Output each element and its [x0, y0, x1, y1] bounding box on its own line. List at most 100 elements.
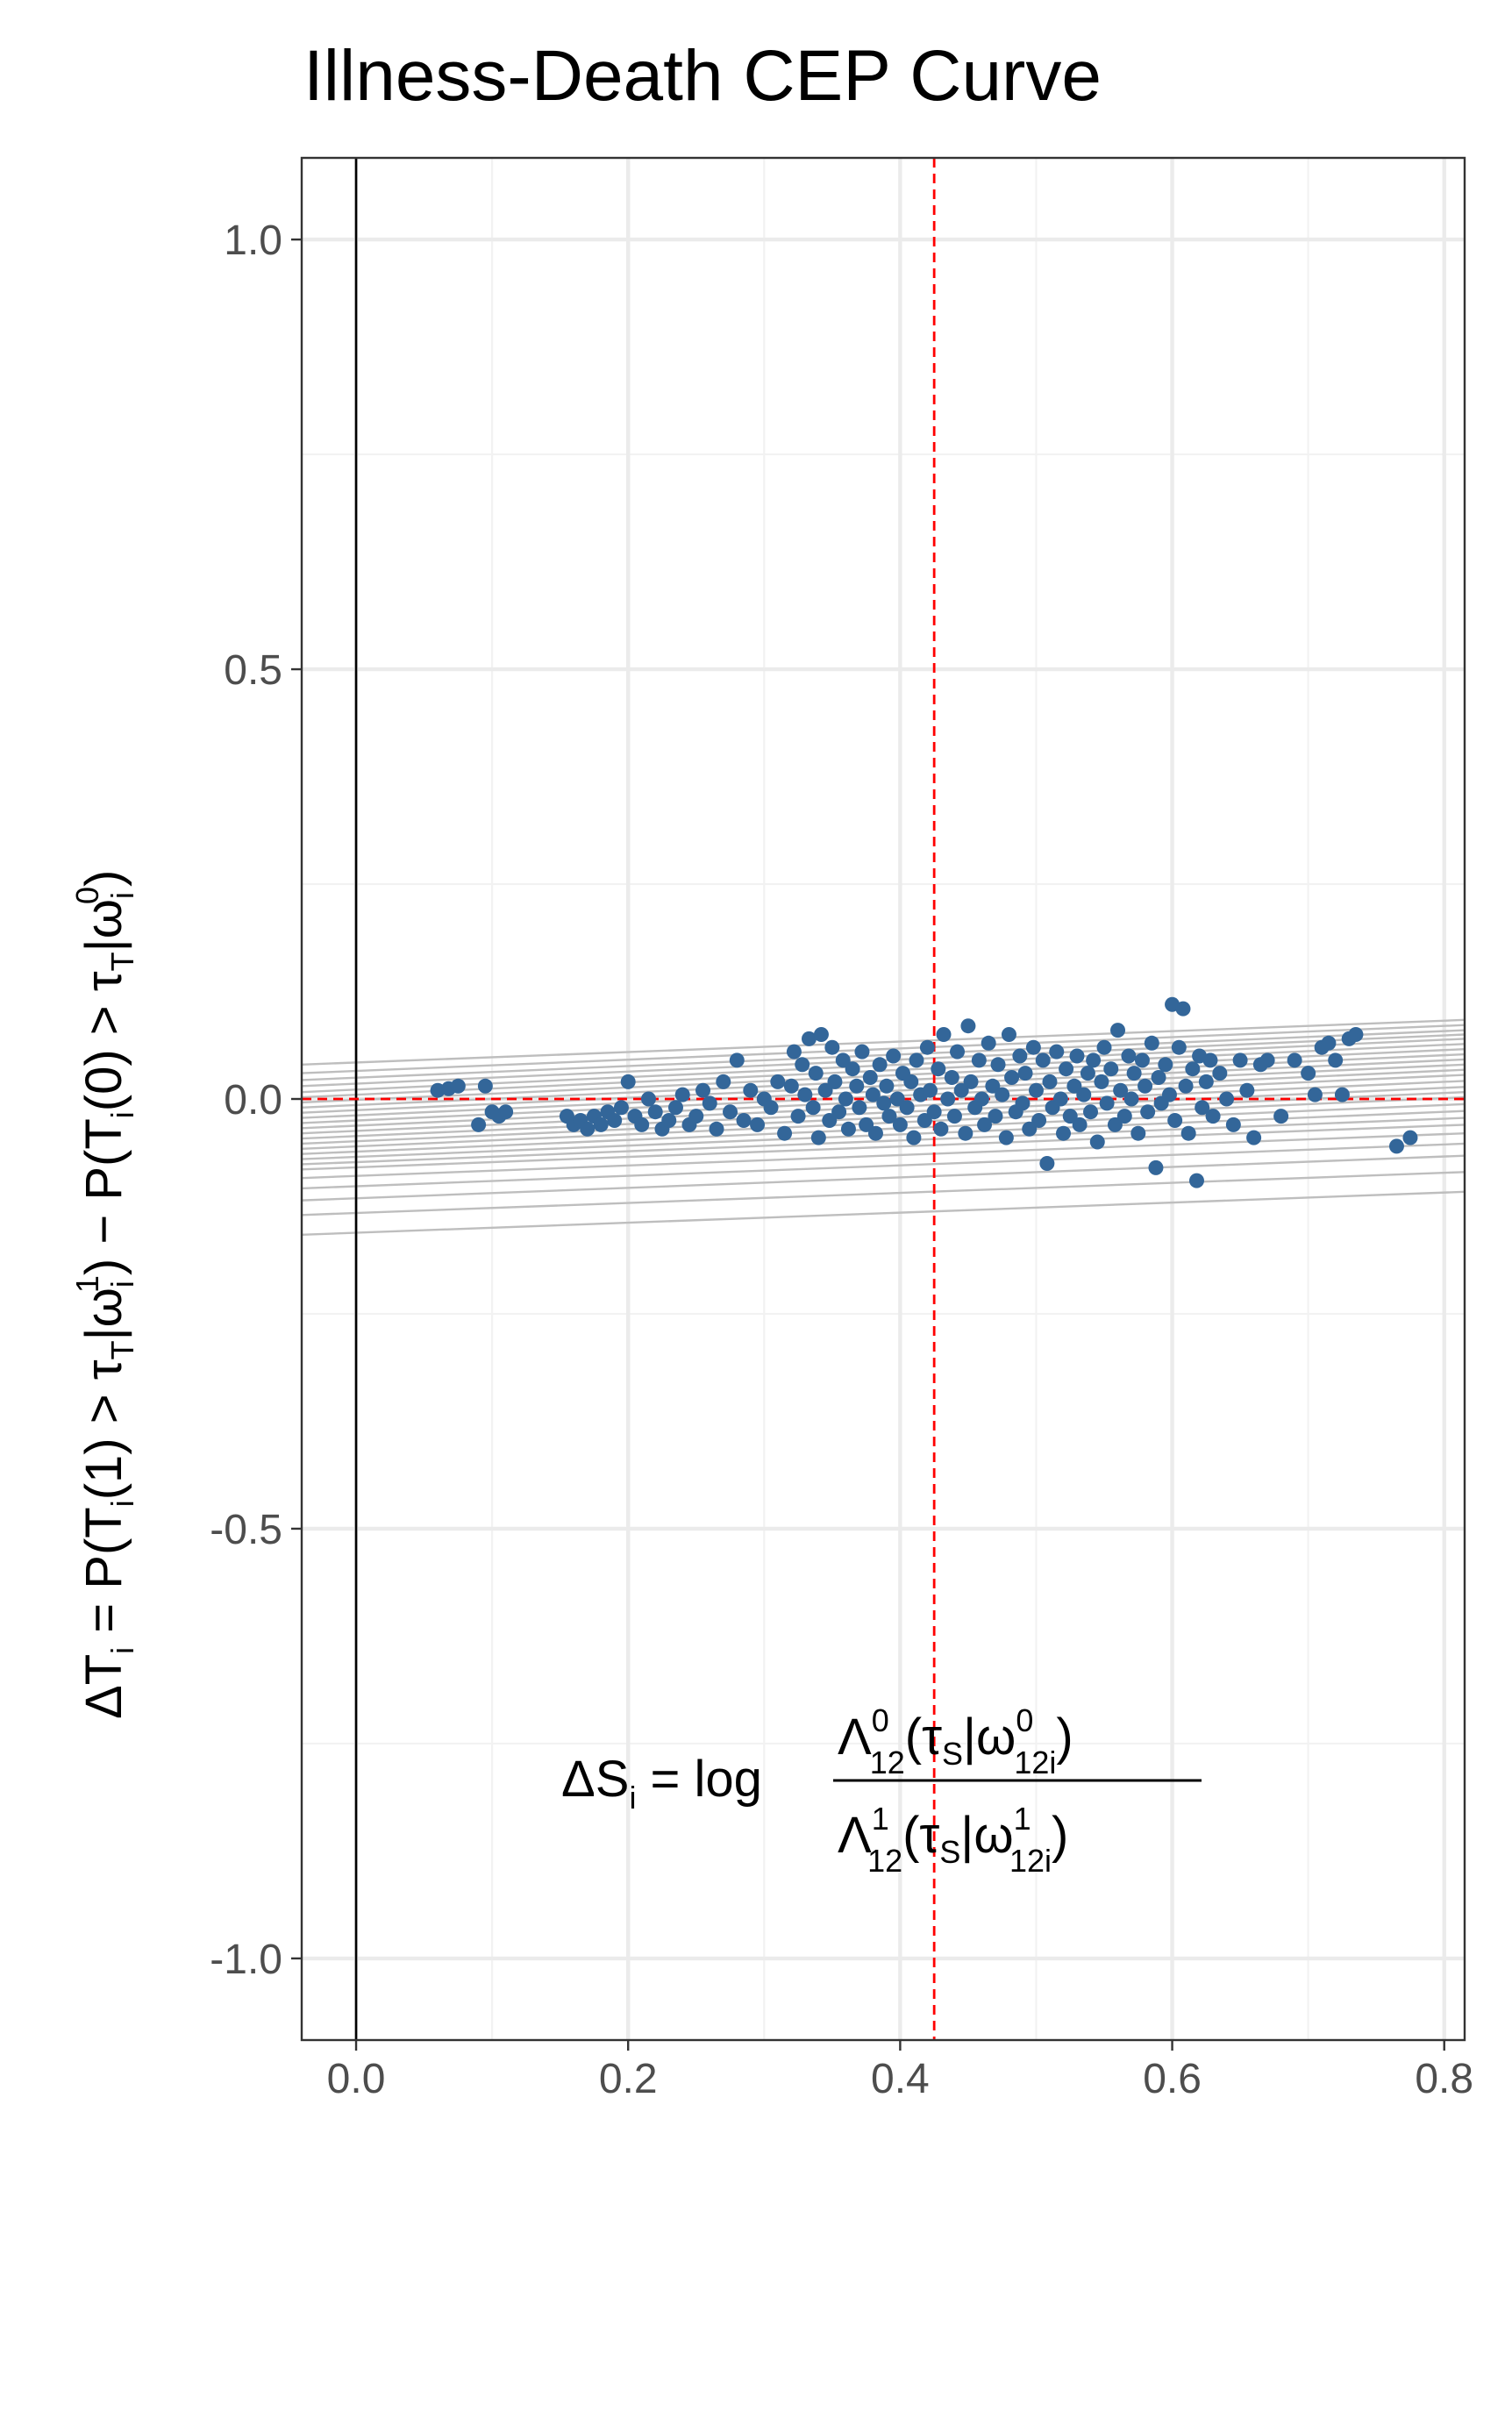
data-point	[1096, 1039, 1112, 1055]
data-point	[607, 1112, 623, 1128]
data-point	[916, 1112, 932, 1128]
data-point	[831, 1104, 847, 1120]
data-point	[1113, 1082, 1129, 1098]
data-point	[777, 1125, 793, 1141]
data-point	[827, 1074, 843, 1089]
data-point	[1180, 1125, 1196, 1141]
data-point	[808, 1066, 824, 1081]
curve-line	[301, 1190, 1466, 1237]
data-point	[977, 1117, 993, 1132]
data-point	[695, 1082, 711, 1098]
x-tick-label: 0.0	[327, 2056, 386, 2102]
data-point	[580, 1121, 596, 1137]
data-point	[1246, 1130, 1262, 1145]
data-point	[688, 1109, 704, 1124]
data-point	[813, 1027, 829, 1043]
data-point	[1273, 1109, 1289, 1124]
data-point	[783, 1078, 799, 1094]
data-point	[817, 1082, 833, 1098]
data-point	[450, 1078, 466, 1094]
x-tick-label: 0.2	[599, 2056, 658, 2102]
data-point	[1348, 1027, 1364, 1043]
x-axis-ticks: 0.0 0.2 0.4 0.6 0.8	[327, 2040, 1473, 2102]
y-tick-label: 0.5	[224, 647, 282, 694]
data-point	[899, 1100, 915, 1116]
plot-panel	[300, 156, 1466, 2042]
curve-line	[301, 1102, 1466, 1155]
curve-line	[301, 1131, 1466, 1180]
data-point	[1017, 1066, 1033, 1081]
y-tick-label: -0.5	[210, 1507, 282, 1553]
data-point	[1151, 1070, 1166, 1086]
data-point	[1028, 1082, 1044, 1098]
data-point	[1107, 1117, 1123, 1132]
data-point	[1321, 1035, 1337, 1051]
data-point	[1121, 1048, 1137, 1064]
curve-line	[301, 1095, 1466, 1151]
data-point	[1015, 1095, 1031, 1111]
chart-title: Illness-Death CEP Curve	[303, 36, 1102, 116]
data-point	[854, 1044, 870, 1060]
data-point	[498, 1104, 514, 1120]
data-point	[1110, 1023, 1126, 1038]
data-point	[1022, 1121, 1038, 1137]
data-point	[990, 1057, 1006, 1073]
y-axis-ticks: 1.0 0.5 0.0 -0.5 -1.0	[210, 218, 302, 1983]
data-point	[876, 1095, 892, 1111]
data-point	[1094, 1074, 1109, 1089]
data-point	[1042, 1074, 1058, 1089]
data-point	[1134, 1052, 1150, 1068]
data-point	[981, 1035, 996, 1051]
data-point	[1225, 1117, 1241, 1132]
y-axis-label: ΔTi = P(Ti(1) > τT|ωi1) − P(Ti(0) > τT|ω…	[69, 870, 140, 1719]
data-point	[1049, 1044, 1065, 1060]
data-point	[1307, 1087, 1323, 1102]
data-point	[634, 1117, 650, 1132]
data-point	[661, 1112, 677, 1128]
data-point	[1059, 1061, 1074, 1077]
data-point	[859, 1117, 874, 1132]
data-point	[797, 1087, 813, 1102]
data-point	[881, 1109, 897, 1124]
data-point	[872, 1057, 888, 1073]
data-point	[1388, 1138, 1404, 1154]
data-point	[1202, 1052, 1218, 1068]
data-point	[1012, 1048, 1028, 1064]
reference-lines	[302, 158, 1465, 2040]
data-point	[906, 1130, 922, 1145]
x-tick-label: 0.8	[1415, 2056, 1473, 2102]
data-point	[1158, 1057, 1173, 1073]
data-point	[1188, 1173, 1204, 1188]
x-axis-label: ΔSi = log Λ0 12(τS|ω0 12i) Λ1 12(τS|ω1 12i)	[561, 1702, 1202, 1879]
data-point	[1185, 1061, 1201, 1077]
data-point	[1130, 1125, 1146, 1141]
data-point	[1089, 1134, 1105, 1150]
data-point	[795, 1057, 810, 1073]
data-point	[1004, 1070, 1020, 1086]
data-point	[1167, 1112, 1183, 1128]
data-point	[723, 1104, 738, 1120]
data-point	[674, 1087, 690, 1102]
data-point	[1239, 1082, 1255, 1098]
data-point	[1175, 1001, 1191, 1017]
data-point	[950, 1044, 966, 1060]
data-point	[1080, 1066, 1095, 1081]
data-point	[801, 1031, 817, 1046]
data-point	[931, 1061, 946, 1077]
y-tick-label: 0.0	[224, 1077, 282, 1124]
data-point	[998, 1130, 1014, 1145]
data-point	[1031, 1112, 1047, 1128]
data-point	[940, 1091, 956, 1107]
data-point	[1138, 1078, 1153, 1094]
data-point	[840, 1121, 856, 1137]
curve-line	[301, 1029, 1466, 1081]
data-point	[770, 1074, 786, 1089]
x-label-numerator: Λ0 12(τS|ω0 12i)	[838, 1702, 1073, 1780]
data-point	[892, 1117, 908, 1132]
data-point	[1328, 1052, 1344, 1068]
y-tick-label: 1.0	[224, 218, 282, 264]
data-points	[430, 996, 1418, 1188]
data-point	[1066, 1078, 1082, 1094]
data-point	[640, 1091, 656, 1107]
